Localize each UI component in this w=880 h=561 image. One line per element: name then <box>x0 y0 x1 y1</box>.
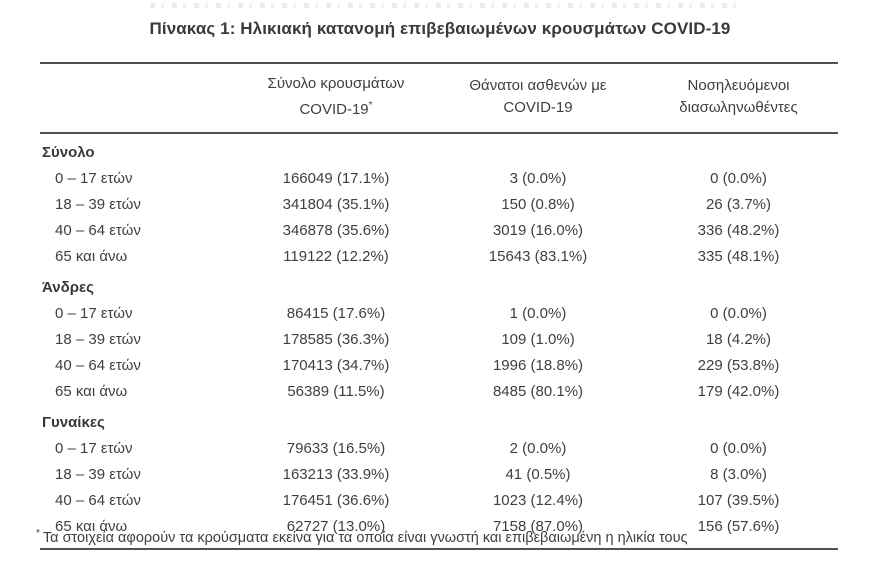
header-cell-intubated: Νοσηλευόμενοι διασωληνωθέντες <box>639 75 838 119</box>
table-top-rule <box>40 62 838 64</box>
row-label: 65 και άνω <box>55 517 128 535</box>
table-row: 18 – 39 ετών 163213 (33.9%) 41 (0.5%) 8 … <box>40 461 838 487</box>
header-bottom-rule <box>40 132 838 134</box>
deaths-cell: 1996 (18.8%) <box>492 356 584 374</box>
intubated-cell: 107 (39.5%) <box>697 491 780 509</box>
table-row: 40 – 64 ετών 170413 (34.7%) 1996 (18.8%)… <box>40 352 838 378</box>
cases-cell: 79633 (16.5%) <box>286 439 386 457</box>
row-label: 0 – 17 ετών <box>55 169 133 187</box>
row-label: 0 – 17 ετών <box>55 304 133 322</box>
asterisk-marker: * <box>368 100 373 111</box>
intubated-cell: 0 (0.0%) <box>710 439 767 457</box>
row-label: 40 – 64 ετών <box>55 221 141 239</box>
table-row: 65 και άνω 56389 (11.5%) 8485 (80.1%) 17… <box>40 378 838 404</box>
table-title: Πίνακας 1: Ηλικιακή κατανομή επιβεβαιωμέ… <box>149 19 731 38</box>
deaths-cell: 109 (1.0%) <box>501 330 575 348</box>
cases-cell: 166049 (17.1%) <box>282 169 390 187</box>
table-row: 18 – 39 ετών 178585 (36.3%) 109 (1.0%) 1… <box>40 326 838 352</box>
covid-age-table: Σύνολο κρουσμάτων COVID-19* Θάνατοι ασθε… <box>40 62 838 550</box>
table-row: 65 και άνω 119122 (12.2%) 15643 (83.1%) … <box>40 243 838 269</box>
row-label: 40 – 64 ετών <box>55 356 141 374</box>
header-intubated-line2: διασωληνωθέντες <box>679 99 798 116</box>
footnote-text: Τα στοιχεία αφορούν τα κρούσματα εκείνα … <box>42 529 688 546</box>
deaths-cell: 8485 (80.1%) <box>492 382 584 400</box>
header-intubated-line1: Νοσηλευόμενοι <box>687 77 790 94</box>
deaths-cell: 1023 (12.4%) <box>492 491 584 509</box>
intubated-cell: 336 (48.2%) <box>697 221 780 239</box>
footnote: * Τα στοιχεία αφορούν τα κρούσματα εκείνα… <box>36 524 848 548</box>
section-header: Γυναίκες <box>42 414 105 431</box>
footnote-asterisk: * <box>36 528 40 539</box>
section-total: Σύνολο 0 – 17 ετών 166049 (17.1%) 3 (0.0… <box>40 134 838 269</box>
deaths-cell: 15643 (83.1%) <box>488 247 588 265</box>
deaths-cell: 1 (0.0%) <box>509 304 567 322</box>
intubated-cell: 229 (53.8%) <box>697 356 780 374</box>
cases-cell: 178585 (36.3%) <box>282 330 390 348</box>
cases-cell: 62727 (13.0%) <box>286 517 386 535</box>
intubated-cell: 0 (0.0%) <box>710 304 767 322</box>
intubated-cell: 8 (3.0%) <box>710 465 767 483</box>
row-label: 18 – 39 ετών <box>55 465 141 483</box>
row-label: 65 και άνω <box>55 247 128 265</box>
table-row: 0 – 17 ετών 166049 (17.1%) 3 (0.0%) 0 (0… <box>40 165 838 191</box>
deaths-cell: 3019 (16.0%) <box>492 221 584 239</box>
table-body: Σύνολο 0 – 17 ετών 166049 (17.1%) 3 (0.0… <box>40 134 838 548</box>
intubated-cell: 156 (57.6%) <box>697 517 780 535</box>
intubated-cell: 26 (3.7%) <box>705 195 772 213</box>
section-header: Άνδρες <box>42 279 94 296</box>
cropped-text-artifact <box>150 3 740 8</box>
intubated-cell: 0 (0.0%) <box>710 169 767 187</box>
cases-cell: 163213 (33.9%) <box>282 465 390 483</box>
header-cases-line1: Σύνολο κρουσμάτων <box>267 75 405 92</box>
header-deaths-line2: COVID-19 <box>503 99 573 116</box>
cases-cell: 86415 (17.6%) <box>286 304 386 322</box>
row-label: 65 και άνω <box>55 382 128 400</box>
table-row: 40 – 64 ετών 176451 (36.6%) 1023 (12.4%)… <box>40 487 838 513</box>
intubated-cell: 18 (4.2%) <box>705 330 772 348</box>
table-row: 0 – 17 ετών 79633 (16.5%) 2 (0.0%) 0 (0.… <box>40 435 838 461</box>
table-bottom-rule <box>40 548 838 550</box>
row-label: 0 – 17 ετών <box>55 439 133 457</box>
table-row: 0 – 17 ετών 86415 (17.6%) 1 (0.0%) 0 (0.… <box>40 300 838 326</box>
table-header-row: Σύνολο κρουσμάτων COVID-19* Θάνατοι ασθε… <box>40 64 838 132</box>
deaths-cell: 41 (0.5%) <box>505 465 571 483</box>
deaths-cell: 3 (0.0%) <box>509 169 567 187</box>
table-row: 65 και άνω 62727 (13.0%) 7158 (87.0%) 15… <box>40 513 838 539</box>
section-women: Γυναίκες 0 – 17 ετών 79633 (16.5%) 2 (0.… <box>40 404 838 539</box>
section-header: Σύνολο <box>42 144 95 161</box>
row-label: 18 – 39 ετών <box>55 195 141 213</box>
intubated-cell: 179 (42.0%) <box>697 382 780 400</box>
row-label: 40 – 64 ετών <box>55 491 141 509</box>
deaths-cell: 2 (0.0%) <box>509 439 567 457</box>
cases-cell: 346878 (35.6%) <box>282 221 390 239</box>
header-cell-cases: Σύνολο κρουσμάτων COVID-19* <box>235 73 437 121</box>
cases-cell: 119122 (12.2%) <box>283 247 389 265</box>
cases-cell: 341804 (35.1%) <box>282 195 390 213</box>
cases-cell: 56389 (11.5%) <box>287 382 385 400</box>
cases-cell: 176451 (36.6%) <box>282 491 390 509</box>
intubated-cell: 335 (48.1%) <box>697 247 780 265</box>
header-deaths-line1: Θάνατοι ασθενών με <box>469 77 607 94</box>
header-cases-line2: COVID-19* <box>299 100 373 118</box>
header-cell-deaths: Θάνατοι ασθενών με COVID-19 <box>437 75 639 119</box>
deaths-cell: 7158 (87.0%) <box>492 517 584 535</box>
table-row: 40 – 64 ετών 346878 (35.6%) 3019 (16.0%)… <box>40 217 838 243</box>
section-men: Άνδρες 0 – 17 ετών 86415 (17.6%) 1 (0.0%… <box>40 269 838 404</box>
deaths-cell: 150 (0.8%) <box>501 195 575 213</box>
row-label: 18 – 39 ετών <box>55 330 141 348</box>
table-row: 18 – 39 ετών 341804 (35.1%) 150 (0.8%) 2… <box>40 191 838 217</box>
cases-cell: 170413 (34.7%) <box>282 356 390 374</box>
